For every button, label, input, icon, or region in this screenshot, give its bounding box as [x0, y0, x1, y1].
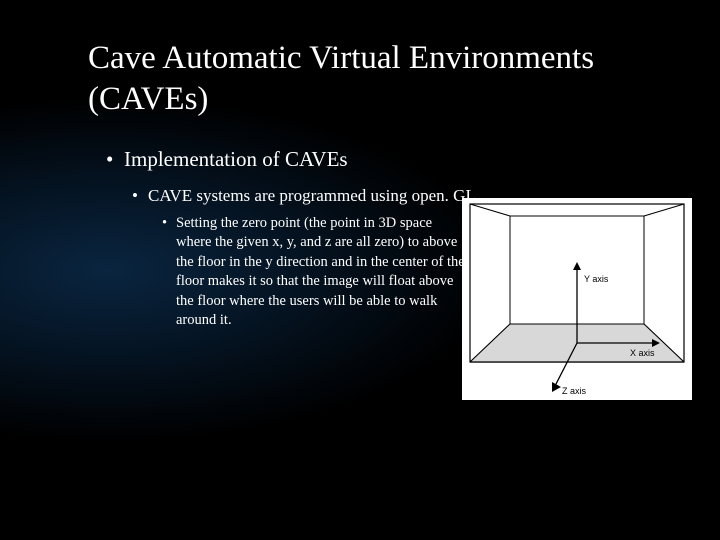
bullet-level-3: Setting the zero point (the point in 3D … [162, 214, 467, 331]
axis-diagram: Y axis X axis Z axis [462, 198, 692, 400]
y-axis-label: Y axis [584, 274, 609, 284]
x-axis-label: X axis [630, 348, 655, 358]
bullet-level-1: Implementation of CAVEs [106, 147, 660, 172]
slide-title: Cave Automatic Virtual Environments (CAV… [88, 38, 660, 121]
z-axis-label: Z axis [562, 386, 587, 396]
